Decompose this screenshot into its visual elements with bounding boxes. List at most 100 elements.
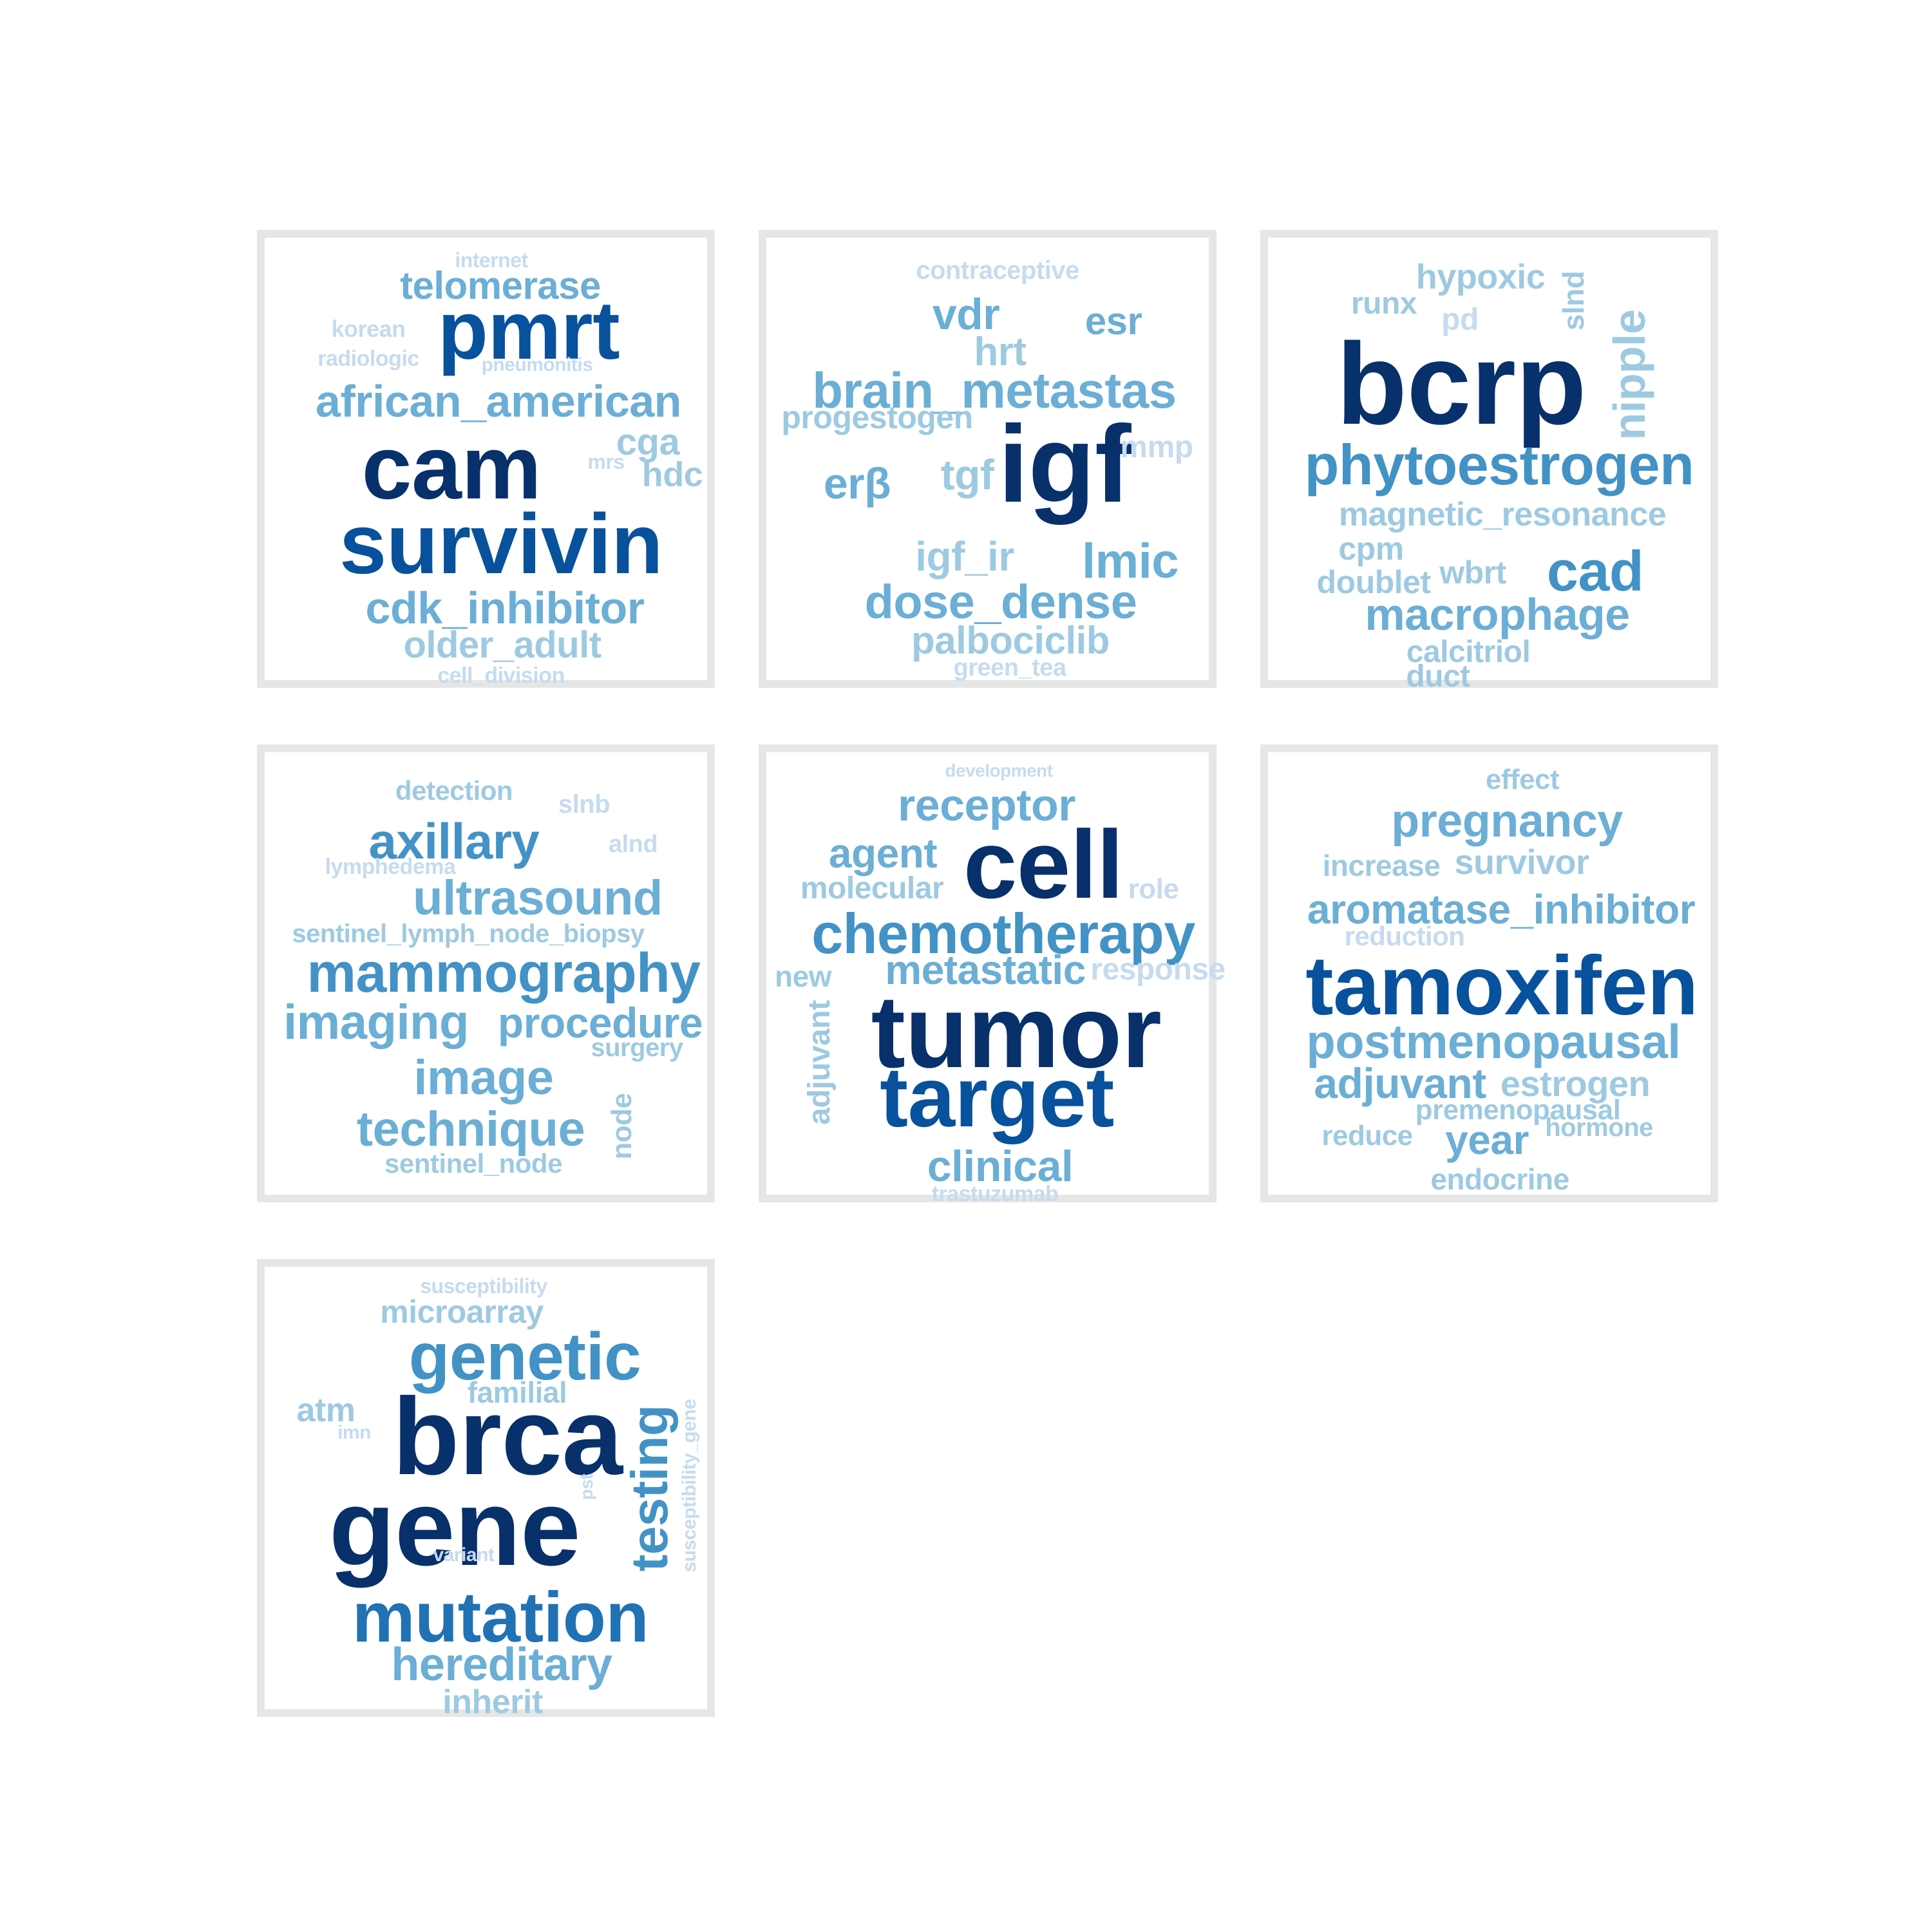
- word: tamoxifen: [1305, 938, 1698, 1032]
- word: nipple: [1604, 309, 1654, 440]
- word: role: [1128, 873, 1179, 905]
- word: igf: [998, 403, 1132, 526]
- word: telomerase: [400, 264, 601, 307]
- word-cloud-panel-3: hypoxic runx pd slnd bcrp nipple phytoes…: [1260, 230, 1718, 692]
- word: inherit: [442, 1683, 543, 1721]
- word: sentinel_lymph_node_biopsy: [292, 920, 645, 948]
- word: testing: [621, 1405, 678, 1572]
- word: imn: [337, 1422, 371, 1443]
- word: magnetic_resonance: [1338, 496, 1667, 533]
- word: hdc: [641, 455, 703, 494]
- word: chemotherapy: [811, 902, 1195, 965]
- word: axillary: [368, 813, 540, 869]
- word: technique: [356, 1102, 585, 1157]
- word: hormone: [1545, 1113, 1653, 1142]
- word: slnb: [558, 790, 611, 819]
- word: adjuvant: [802, 1000, 837, 1125]
- word-cloud-panel-2: contraceptive vdr esr hrt brain_metastas…: [759, 230, 1217, 688]
- word: progestogen: [781, 399, 973, 435]
- word: image: [413, 1050, 554, 1105]
- word: detection: [395, 775, 513, 806]
- word: alnd: [608, 831, 658, 858]
- word: wbrt: [1439, 554, 1506, 591]
- word: procedure: [497, 999, 703, 1046]
- word: african_american: [316, 376, 681, 426]
- word: gene: [328, 1467, 581, 1588]
- word: calcitriol: [1406, 635, 1531, 669]
- word: survivin: [339, 497, 663, 591]
- word: cad: [1546, 539, 1644, 603]
- word: response: [1090, 952, 1226, 987]
- word: igf_ir: [915, 533, 1014, 580]
- word-cloud-panel-1: internet telomerase pmrt korean radiolog…: [257, 230, 715, 688]
- word: survivor: [1454, 843, 1589, 882]
- word: phytoestrogen: [1304, 433, 1694, 497]
- word: green_tea: [953, 654, 1066, 681]
- word: variant: [433, 1544, 495, 1566]
- word: lymphedema: [325, 855, 456, 879]
- word: tgf: [940, 451, 994, 498]
- word: runx: [1350, 287, 1417, 321]
- word: contraceptive: [916, 256, 1079, 285]
- word: bcrp: [1336, 319, 1587, 449]
- word: hereditary: [391, 1639, 612, 1690]
- word: mrs: [587, 450, 625, 473]
- word: receptor: [897, 780, 1076, 830]
- word: dose_dense: [864, 575, 1137, 629]
- word: increase: [1322, 849, 1441, 882]
- word: new: [775, 960, 831, 993]
- word: metastatic: [885, 947, 1086, 993]
- word: reduction: [1344, 921, 1465, 951]
- word: microarray: [380, 1294, 544, 1330]
- word: esr: [1084, 299, 1142, 343]
- word: estrogen: [1500, 1063, 1651, 1104]
- word: cell_division: [437, 663, 565, 688]
- word: aromatase_inhibitor: [1307, 886, 1696, 933]
- word-cloud-panel-7: susceptibility microarray genetic famili…: [257, 1259, 715, 1721]
- word: pd: [1441, 303, 1479, 337]
- word: target: [880, 1050, 1114, 1144]
- word: mmp: [1120, 430, 1193, 464]
- word: palbociclib: [911, 619, 1110, 662]
- word: erβ: [823, 459, 891, 508]
- word-cloud-panel-5: development receptor agent cell molecula…: [759, 744, 1226, 1206]
- word: pregnancy: [1391, 795, 1623, 847]
- word: endocrine: [1430, 1162, 1569, 1196]
- word: mammography: [307, 942, 701, 1004]
- word: brain_metastas: [812, 362, 1177, 419]
- word: postmenopausal: [1306, 1015, 1681, 1068]
- word-cloud-panel-4: detection slnb axillary alnd lymphedema …: [257, 744, 715, 1202]
- word: pmrt: [437, 285, 620, 377]
- word: adjuvant: [1314, 1059, 1486, 1107]
- word: familial: [467, 1376, 567, 1409]
- word: vdr: [932, 290, 1000, 339]
- word: cpm: [1338, 531, 1404, 567]
- word: trastuzumab: [931, 1182, 1059, 1206]
- word: molecular: [800, 871, 944, 905]
- word: genetic: [408, 1320, 641, 1394]
- word: doublet: [1316, 564, 1431, 600]
- word: cga: [616, 421, 680, 463]
- word: development: [945, 761, 1053, 781]
- word: macrophage: [1365, 589, 1630, 639]
- word: node: [606, 1093, 638, 1160]
- word: imaging: [283, 995, 469, 1050]
- word: ultrasound: [413, 871, 663, 925]
- word: year: [1445, 1117, 1529, 1163]
- word: korean: [331, 316, 406, 342]
- word: cam: [361, 417, 542, 518]
- word: mutation: [352, 1578, 649, 1657]
- word: older_adult: [403, 624, 601, 666]
- word: effect: [1485, 764, 1560, 795]
- word-cloud-panel-6: effect pregnancy increase survivor aroma…: [1260, 744, 1718, 1202]
- word: agent: [828, 830, 938, 876]
- word: susceptibility_gene: [679, 1399, 700, 1573]
- word: pneumonitis: [481, 354, 593, 375]
- word: sentinel_node: [384, 1148, 562, 1179]
- word: brca: [392, 1376, 623, 1498]
- word: surgery: [591, 1034, 683, 1062]
- word: duct: [1406, 659, 1470, 694]
- word: internet: [455, 249, 528, 272]
- word: pst: [576, 1473, 596, 1501]
- word: hypoxic: [1416, 258, 1546, 296]
